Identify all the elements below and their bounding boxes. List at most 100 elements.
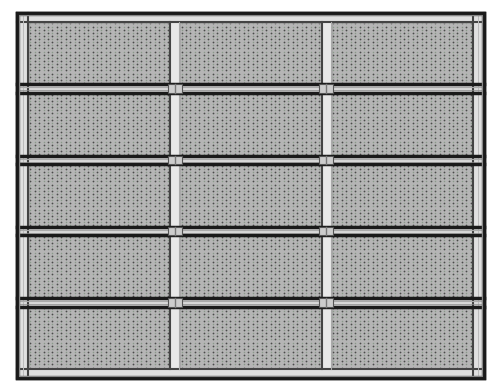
Point xyxy=(413,249,421,256)
Point xyxy=(396,163,404,169)
Point xyxy=(217,349,225,355)
Point xyxy=(289,169,297,175)
Point xyxy=(316,355,324,361)
Point xyxy=(364,222,372,228)
Point xyxy=(146,281,154,287)
Point xyxy=(351,336,359,343)
Point xyxy=(351,265,359,271)
Point xyxy=(333,95,341,101)
Point xyxy=(271,197,279,203)
Point xyxy=(360,330,368,336)
Point xyxy=(84,181,92,188)
Point xyxy=(444,27,452,33)
Point xyxy=(351,278,359,284)
Point xyxy=(160,191,168,197)
Point xyxy=(435,246,443,253)
Point xyxy=(35,234,43,240)
Point xyxy=(289,172,297,178)
Point xyxy=(360,172,368,178)
Point xyxy=(58,249,66,256)
Point xyxy=(44,120,52,126)
Point xyxy=(66,172,74,178)
Point xyxy=(267,191,275,197)
Point xyxy=(226,305,234,311)
Point xyxy=(351,210,359,216)
Point xyxy=(391,333,399,339)
Point xyxy=(369,132,377,138)
Point xyxy=(347,120,355,126)
Point xyxy=(40,361,48,368)
Point xyxy=(396,80,404,86)
Point xyxy=(177,178,185,185)
Point xyxy=(213,52,221,58)
Point xyxy=(146,166,154,172)
Point xyxy=(391,104,399,110)
Point xyxy=(84,185,92,191)
Point xyxy=(209,262,217,268)
Point xyxy=(458,317,466,324)
Point xyxy=(449,206,457,213)
Point xyxy=(84,293,92,300)
Point xyxy=(66,274,74,281)
Point xyxy=(89,98,97,104)
Point xyxy=(298,246,306,253)
Point xyxy=(124,271,132,278)
Point xyxy=(217,216,225,222)
Point xyxy=(458,117,466,123)
Point xyxy=(453,361,461,368)
Point xyxy=(440,200,448,206)
Point xyxy=(89,358,97,364)
Point xyxy=(146,181,154,188)
Point xyxy=(160,48,168,55)
Point xyxy=(422,333,430,339)
Point xyxy=(248,253,257,259)
Point xyxy=(84,27,92,33)
Point xyxy=(289,219,297,225)
Point xyxy=(316,271,324,278)
Point xyxy=(66,330,74,336)
Point xyxy=(356,138,364,145)
Point xyxy=(89,30,97,36)
Point xyxy=(409,64,417,70)
Point xyxy=(240,336,248,343)
Point xyxy=(84,200,92,206)
Point xyxy=(373,107,381,113)
Point xyxy=(120,67,128,74)
Point xyxy=(440,271,448,278)
Point xyxy=(244,203,253,210)
Point xyxy=(347,27,355,33)
Point xyxy=(400,101,408,107)
Point xyxy=(182,197,190,203)
Point xyxy=(342,181,350,188)
Point xyxy=(222,135,230,142)
Point xyxy=(453,55,461,61)
Point xyxy=(164,45,172,52)
Point xyxy=(209,355,217,361)
Point xyxy=(137,268,145,274)
Point xyxy=(427,364,435,371)
Point xyxy=(378,101,386,107)
Point xyxy=(186,74,194,80)
Point xyxy=(191,333,199,339)
Point xyxy=(440,132,448,138)
Point xyxy=(200,126,208,132)
Point xyxy=(427,216,435,222)
Point xyxy=(422,151,430,157)
Point xyxy=(142,253,150,259)
Point xyxy=(240,271,248,278)
Point xyxy=(316,23,324,30)
Point xyxy=(244,274,253,281)
Point xyxy=(431,268,439,274)
Point xyxy=(276,361,284,368)
Point xyxy=(129,197,137,203)
Point xyxy=(356,70,364,77)
Point xyxy=(44,210,52,216)
Point xyxy=(404,327,412,333)
Point xyxy=(387,27,395,33)
Point xyxy=(418,107,426,113)
Point xyxy=(53,213,61,219)
Point xyxy=(226,249,234,256)
Point xyxy=(307,148,315,154)
Point xyxy=(422,213,430,219)
Point xyxy=(93,172,101,178)
